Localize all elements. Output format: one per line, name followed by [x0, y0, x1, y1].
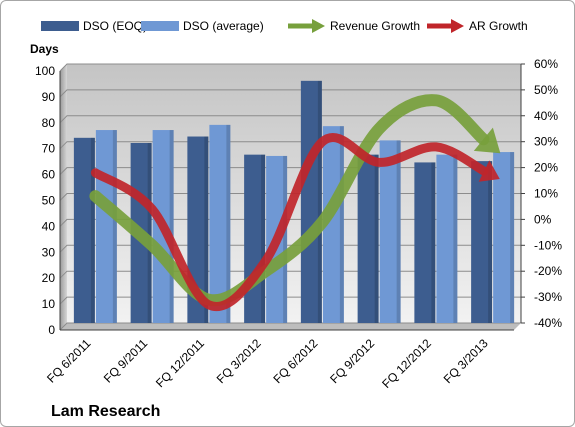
gridline [59, 63, 521, 72]
y-tick-label: 50 [42, 194, 56, 208]
y-tick-label: 90 [42, 90, 56, 104]
bar-shade [90, 137, 95, 323]
y-tick-label: 80 [42, 116, 56, 130]
x-tick-label: FQ 6/2012 [271, 336, 321, 386]
y-tick-label: 60 [42, 168, 56, 182]
y-tick-label: 70 [42, 142, 56, 156]
bar-shade [112, 130, 117, 323]
legend-label: Revenue Growth [330, 19, 420, 33]
bar-dso-average [436, 154, 458, 323]
bar-dso-eoq [414, 162, 436, 323]
bar-dso-average [322, 126, 344, 323]
bar-shade [169, 130, 174, 323]
bar-dso-eoq [187, 136, 209, 323]
legend-swatch [288, 19, 325, 33]
ar-growth-arrowhead [478, 160, 500, 182]
x-tick-label: FQ 6/2011 [44, 336, 94, 386]
legend-label: AR Growth [469, 19, 528, 33]
x-tick-label: FQ 3/2013 [441, 336, 491, 386]
y-tick-label: 20 [42, 271, 56, 285]
revenue-growth-line [89, 94, 490, 307]
y2-tick-label: -30% [534, 290, 562, 304]
bar-shade [431, 162, 436, 323]
legend: DSO (EOQ) DSO (average) Revenue Growth AR G… [41, 19, 528, 33]
bar-dso-average [379, 140, 401, 323]
legend-swatch [141, 21, 179, 31]
x-tick-label: FQ 3/2012 [214, 336, 264, 386]
bar-dso-average [493, 152, 515, 323]
y2-tick-label: -40% [534, 316, 562, 330]
y-tick-label: 100 [35, 64, 55, 78]
y-tick-label: 10 [42, 297, 56, 311]
legend-label: DSO (average) [183, 19, 264, 33]
y2-tick-label: 20% [534, 161, 558, 175]
y2-tick-label: 30% [534, 135, 558, 149]
growth-arrows [89, 94, 501, 311]
y-tick-label: 30 [42, 245, 56, 259]
chart-caption: Lam Research [51, 403, 160, 420]
bar-shade [261, 154, 266, 323]
gridline [59, 89, 521, 98]
bar-shade [488, 161, 493, 323]
bar-dso-eoq [357, 154, 379, 323]
x-tick-label: FQ 9/2012 [327, 336, 377, 386]
y-tick-label: 40 [42, 219, 56, 233]
y2-tick-label: -10% [534, 238, 562, 252]
y2-tick-label: 0% [534, 212, 552, 226]
y-tick-label: 0 [48, 323, 55, 337]
x-tick-label: FQ 12/2011 [153, 336, 207, 390]
bar-shade [453, 154, 458, 323]
y2-tick-label: 40% [534, 109, 558, 123]
y2-tick-label: 60% [534, 57, 558, 71]
bar-dso-average [209, 124, 231, 324]
legend-label: DSO (EOQ) [83, 19, 147, 33]
bar-shade [317, 80, 322, 324]
y2-tick-label: 10% [534, 187, 558, 201]
legend-swatch [427, 19, 464, 33]
revenue-growth-arrowhead [473, 127, 501, 154]
bar-shade [226, 124, 231, 324]
y-axis-title: Days [30, 42, 59, 56]
y2-tick-label: -20% [534, 264, 562, 278]
bar-shade [283, 155, 288, 323]
legend-swatch [41, 21, 79, 31]
bar-shade [339, 126, 344, 323]
x-tick-label: FQ 12/2012 [379, 336, 434, 391]
bar-shade [204, 136, 209, 323]
gridline [59, 115, 521, 124]
bar-dso-eoq [73, 137, 95, 323]
bar-shade [510, 152, 515, 323]
bar-shade [374, 154, 379, 323]
bar-shade [396, 140, 401, 323]
y2-tick-label: 50% [534, 83, 558, 97]
bar-dso-eoq [471, 161, 493, 323]
ar-growth-line [90, 133, 489, 311]
x-tick-label: FQ 9/2011 [101, 336, 151, 386]
bar-shade [147, 142, 152, 323]
